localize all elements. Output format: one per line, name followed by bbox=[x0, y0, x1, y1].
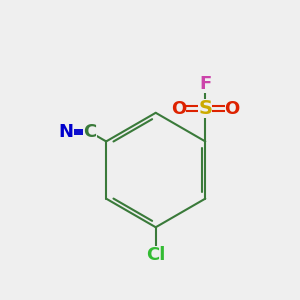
Text: S: S bbox=[198, 99, 212, 118]
Text: F: F bbox=[199, 75, 212, 93]
Text: C: C bbox=[83, 123, 97, 141]
Text: O: O bbox=[224, 100, 240, 118]
Text: O: O bbox=[171, 100, 186, 118]
Text: Cl: Cl bbox=[146, 246, 165, 264]
Text: N: N bbox=[58, 123, 74, 141]
